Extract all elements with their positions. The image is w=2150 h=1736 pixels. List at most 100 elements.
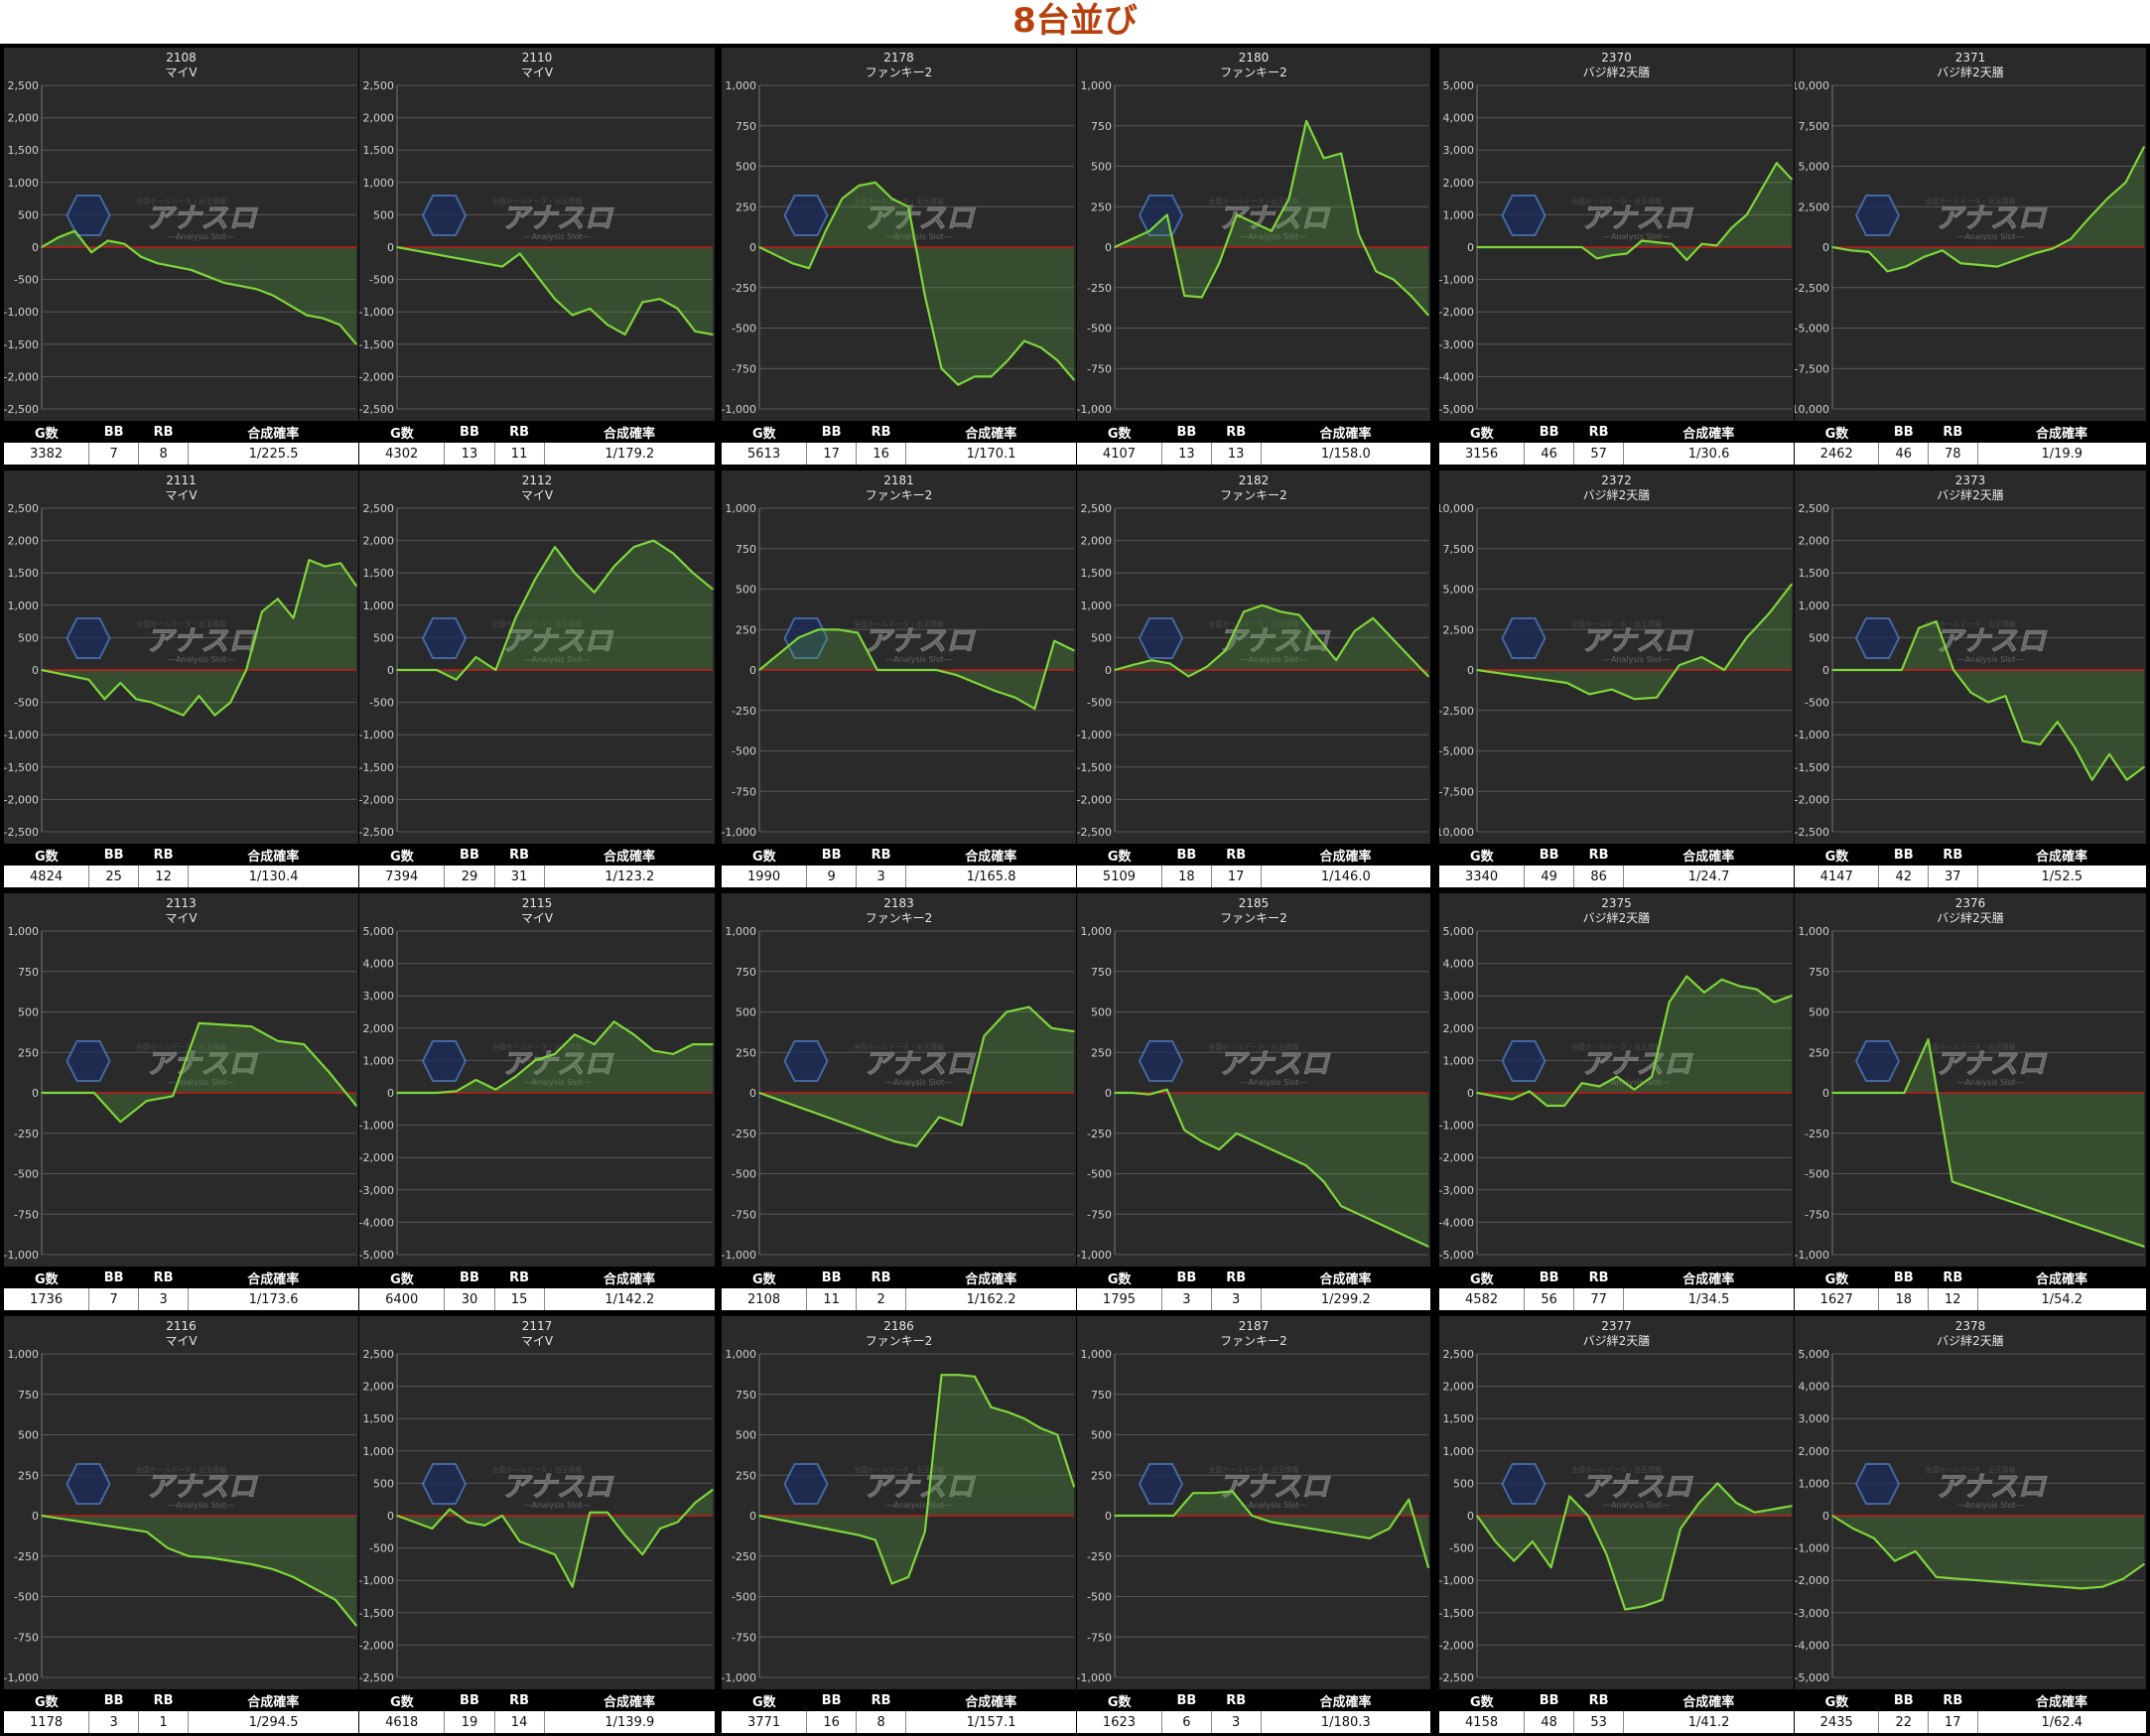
data-point [1852,1528,1854,1530]
machine-chart-panel: 2,500 2,000 1,500 1,000 500 0 -500 -1,000 -1,500… [359,470,715,887]
data-point [778,652,780,655]
data-point [758,246,760,248]
y-tick-label: 500 [1091,631,1112,644]
data-point [1305,120,1307,122]
data-point [1626,252,1628,255]
y-tick-label: 250 [1809,1046,1829,1059]
stats-table: G数 BB RB 合成確率 5613 17 16 1/170.1 [722,421,1076,465]
y-tick-label: 1,000 [363,1445,395,1458]
data-point [1427,1566,1429,1568]
data-point [213,714,216,717]
data-point [632,1033,635,1036]
y-tick-label: 0 [1105,1087,1112,1100]
rb-count: 2 [856,1288,906,1310]
stat-header: G数 [359,1689,445,1711]
games-count: 2462 [1795,443,1879,465]
games-count: 1795 [1077,1288,1162,1310]
y-tick-label: -500 [1087,697,1112,710]
data-point [494,1088,497,1091]
y-tick-label: 1,000 [1081,79,1113,92]
data-point [641,1553,644,1555]
games-count: 4618 [359,1711,445,1733]
y-tick-label: 750 [18,1389,39,1402]
data-point [907,205,909,208]
machine-chart-panel: 5,000 4,000 3,000 2,000 1,000 0 -1,000 -2,000 -3… [1795,1316,2146,1733]
data-point [957,1374,959,1376]
data-point [1978,264,1980,266]
stats-table: G数 BB RB 合成確率 4302 13 11 1/179.2 [359,421,715,465]
y-tick-label: -3,000 [1795,1607,1829,1620]
data-point [2124,182,2127,184]
bb-count: 30 [444,1288,495,1310]
rb-count: 57 [1573,443,1624,465]
series-line [41,229,357,345]
y-tick-label: 250 [18,1469,39,1482]
data-point [1427,314,1429,317]
data-point [1152,1515,1155,1517]
data-point [924,1531,926,1534]
data-point [1901,669,1903,671]
data-point [1410,295,1412,297]
data-point [1596,257,1598,260]
data-point [1831,669,1833,671]
y-tick-label: 500 [1453,1477,1474,1490]
bb-count: 25 [88,866,139,887]
y-tick-label: 2,000 [8,112,40,125]
data-point [2094,1229,2097,1232]
data-point [2023,1205,2025,1207]
y-tick-label: -250 [732,1128,756,1140]
area-fill [42,1022,356,1123]
y-tick-label: -500 [1805,697,1829,710]
stat-header: BB [444,844,495,866]
bb-count: 3 [88,1711,139,1733]
y-tick-label: -4,000 [1439,1216,1474,1229]
stat-header: BB [1878,1267,1929,1288]
stat-header: G数 [1077,1689,1162,1711]
y-tick-label: 1,500 [363,1412,395,1425]
y-tick-label: 0 [32,664,39,677]
data-point [355,585,357,587]
data-point [1753,1511,1756,1514]
data-point [1150,659,1152,661]
y-tick-label: 4,000 [363,958,395,971]
watermark-sub-text: ―Analysis Slot― [885,232,952,241]
y-tick-label: -250 [1087,1550,1112,1563]
rb-count: 3 [856,866,906,887]
data-point [1532,1540,1534,1542]
games-count: 1178 [4,1711,89,1733]
data-point [1730,226,1733,229]
y-tick-label: -2,000 [1795,793,1829,806]
series-line [1832,1038,2145,1248]
data-point [935,669,938,671]
watermark-top-text: 全国ホールデータ・出玉情報 [1926,1465,2016,1474]
y-tick-label: -4,000 [1439,370,1474,383]
y-tick-label: 250 [736,1046,756,1059]
series-line [1114,603,1429,678]
chart-svg: 2,500 2,000 1,500 1,000 500 0 -500 -1,000 -1,500… [4,473,357,839]
machine-name: バジ絆2天膳 [1937,1333,2004,1348]
data-point [1656,241,1658,243]
combined-probability: 1/30.6 [1623,443,1794,465]
watermark-sub-text: ―Analysis Slot― [1241,1501,1307,1510]
data-point [167,1546,169,1549]
y-tick-label: -750 [14,1631,39,1644]
y-tick-label: -500 [1449,1542,1474,1555]
data-point [1588,693,1590,696]
y-tick-label: -1,000 [359,1120,394,1133]
data-point [303,1043,306,1045]
area-fill [1477,976,1792,1106]
data-point [1329,1531,1332,1534]
data-point [272,295,275,297]
data-point [1498,672,1501,675]
y-tick-label: 750 [18,966,39,979]
watermark-sub-text: ―Analysis Slot― [1603,232,1670,241]
machine-chart-panel: 2,500 2,000 1,500 1,000 500 0 -500 -1,000 -1,500… [359,1316,715,1733]
machine-number: 2113 [166,896,197,910]
data-point [1493,1095,1496,1098]
data-point [1776,162,1778,164]
y-tick-label: -250 [14,1128,39,1140]
data-point [167,708,169,710]
page-title: 8台並び [1012,1,1138,41]
bb-count: 7 [88,443,139,465]
